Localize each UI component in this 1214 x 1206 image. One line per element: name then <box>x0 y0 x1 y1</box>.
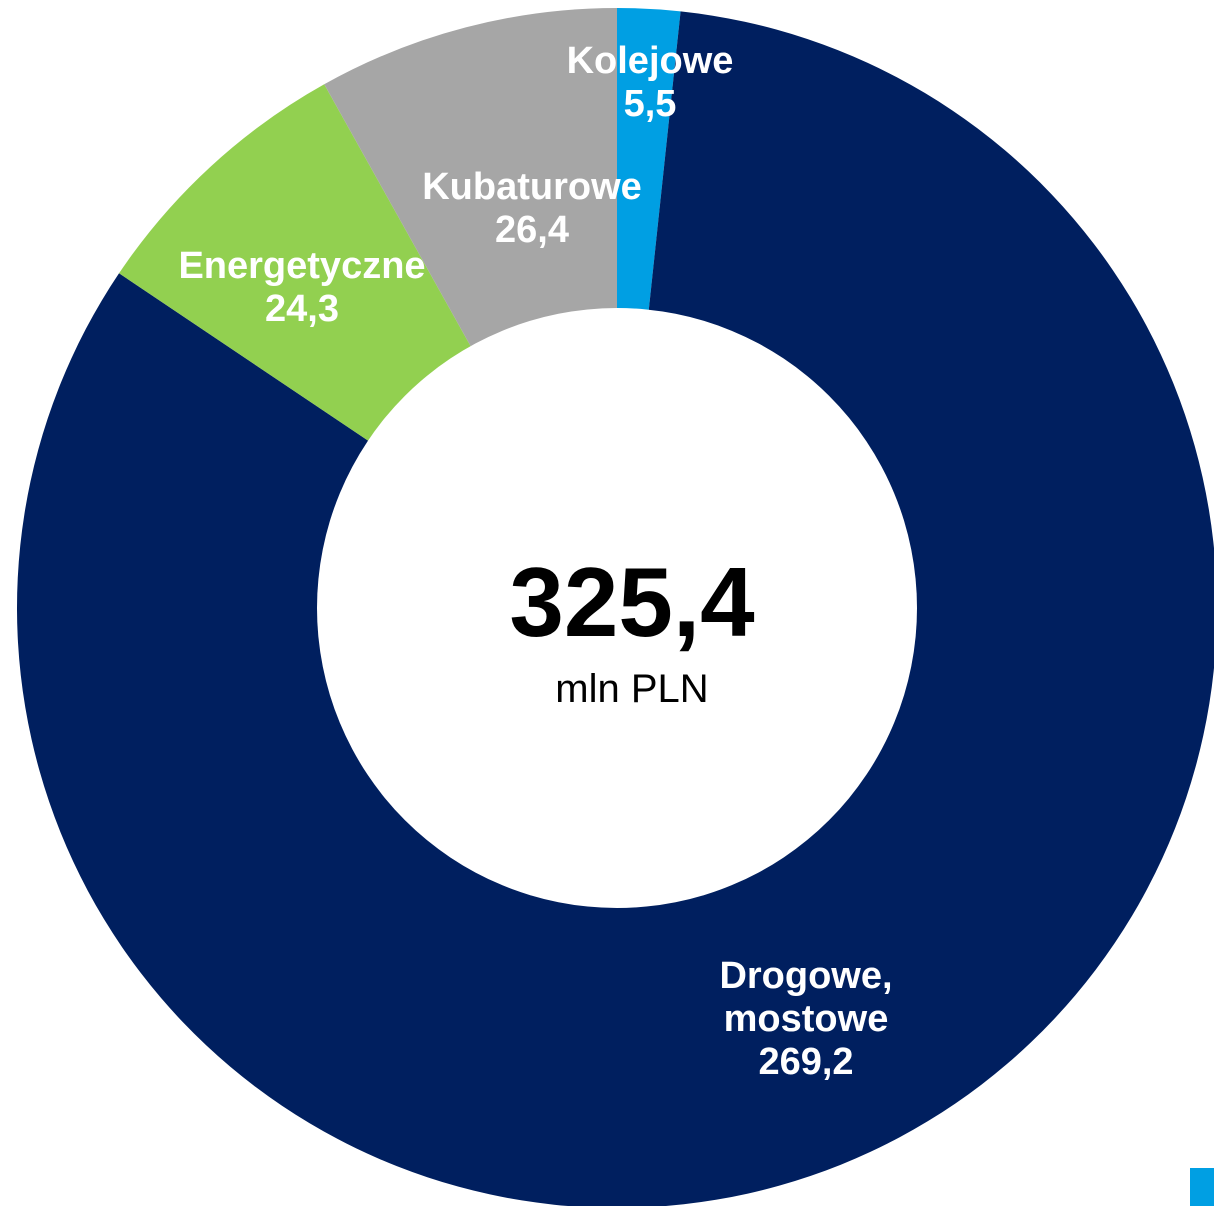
slice-label-drogowe: Drogowe, mostowe 269,2 <box>719 955 892 1083</box>
slice-label-line: mostowe <box>724 998 889 1040</box>
slice-label-line: 269,2 <box>758 1041 853 1083</box>
slice-label-line: Kubaturowe <box>422 166 642 208</box>
slice-label-line: Energetyczne <box>178 245 425 287</box>
donut-hole <box>317 308 917 908</box>
slice-label-kolejowe: Kolejowe 5,5 <box>567 40 734 125</box>
total-value: 325,4 <box>509 547 754 657</box>
slice-label-line: Kolejowe <box>567 40 734 82</box>
slice-label-kubaturowe: Kubaturowe 26,4 <box>422 166 642 251</box>
slice-label-line: 5,5 <box>624 83 677 125</box>
slice-label-line: 24,3 <box>265 288 339 330</box>
corner-marker <box>1190 1168 1214 1206</box>
slice-label-line: Drogowe, <box>719 955 892 997</box>
labels-layer: Kolejowe 5,5 Drogowe, mostowe 269,2 Energetyc… <box>178 40 892 1083</box>
total-unit: mln PLN <box>555 667 708 711</box>
slice-label-line: 26,4 <box>495 209 569 251</box>
slice-label-energetyczne: Energetyczne 24,3 <box>178 245 425 330</box>
